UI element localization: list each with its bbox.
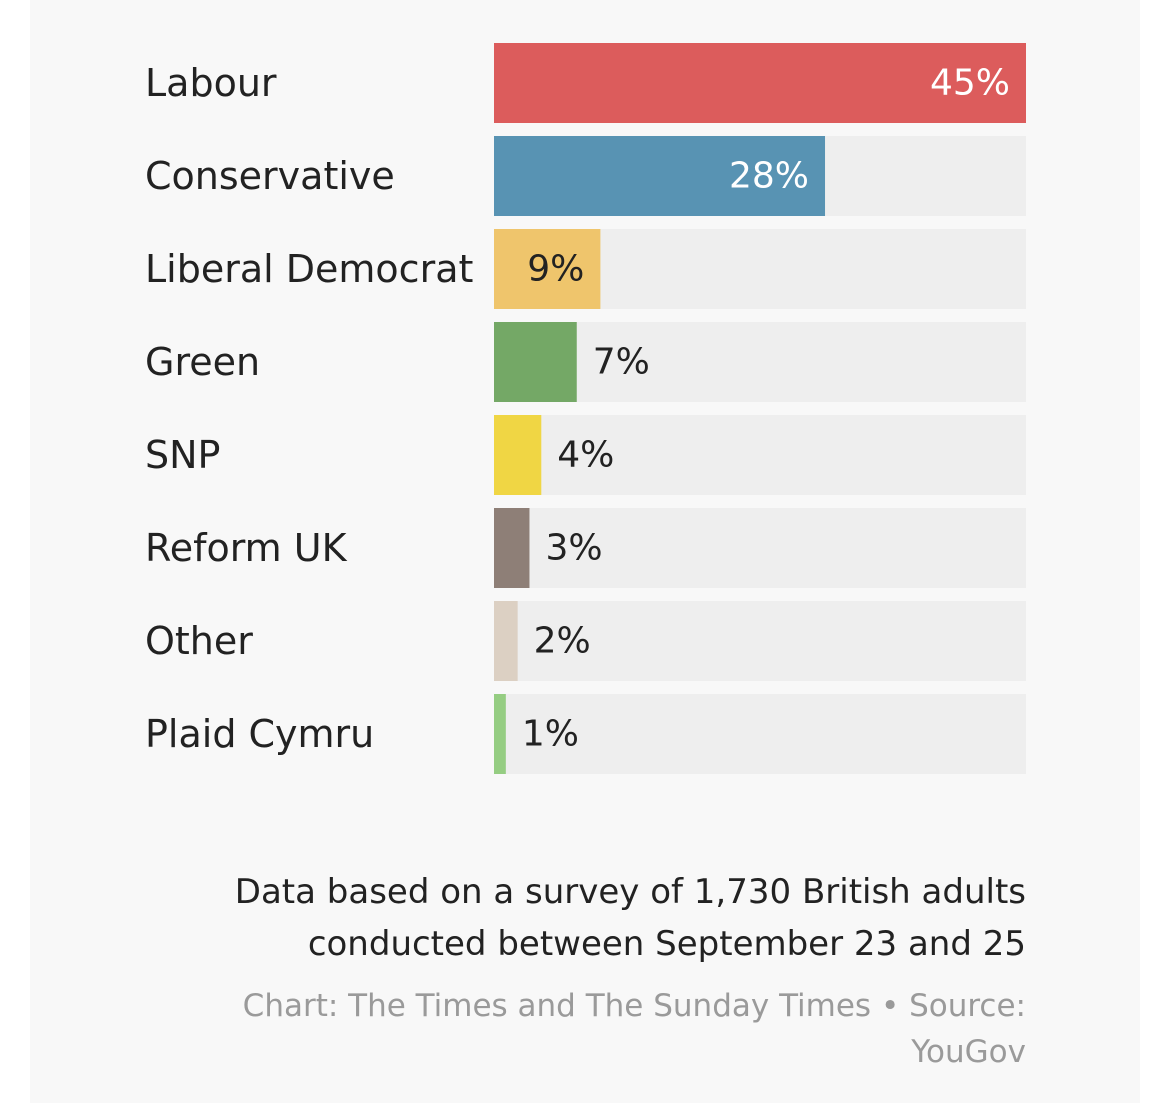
value-label-plaid-cymru: 1% [522, 714, 579, 755]
category-label-labour: Labour [145, 61, 277, 105]
bar-green [494, 322, 577, 402]
bar-chart: Labour 45% Conservative 28% Liberal Democrat… [145, 43, 1026, 774]
category-label-liberal-democrat: Liberal Democrat [145, 247, 473, 291]
source-credit-line2: YouGov [911, 1034, 1026, 1070]
value-label-green: 7% [593, 342, 650, 383]
value-label-snp: 4% [557, 435, 614, 476]
bar-track-plaid-cymru [494, 694, 1026, 774]
bar-conservative [494, 136, 826, 216]
bar-labour [494, 43, 1026, 123]
value-label-labour: 45% [930, 63, 1010, 104]
survey-footnote: Data based on a survey of 1,730 British … [206, 866, 1026, 970]
category-label-conservative: Conservative [145, 154, 395, 198]
bar-reform-uk [494, 508, 530, 588]
survey-footnote-line2: conducted between September 23 and 25 [307, 924, 1026, 964]
bar-track-other [494, 601, 1026, 681]
category-label-plaid-cymru: Plaid Cymru [145, 712, 374, 756]
category-label-reform-uk: Reform UK [145, 526, 348, 570]
category-label-snp: SNP [145, 433, 220, 477]
bar-track-snp [494, 415, 1026, 495]
source-credit: Chart: The Times and The Sunday Times • … [206, 983, 1026, 1075]
source-credit-line1: Chart: The Times and The Sunday Times • … [242, 988, 1026, 1024]
bar-snp [494, 415, 542, 495]
bar-track-green [494, 322, 1026, 402]
bar-liberal-democrat [494, 229, 601, 309]
value-label-conservative: 28% [729, 156, 809, 197]
category-label-green: Green [145, 340, 260, 384]
bar-track-reform-uk [494, 508, 1026, 588]
value-label-other: 2% [534, 621, 591, 662]
category-label-other: Other [145, 619, 253, 663]
bar-other [494, 601, 518, 681]
value-label-liberal-democrat: 9% [527, 249, 584, 290]
survey-footnote-line1: Data based on a survey of 1,730 British … [234, 872, 1026, 912]
value-label-reform-uk: 3% [545, 528, 602, 569]
bar-plaid-cymru [494, 694, 506, 774]
